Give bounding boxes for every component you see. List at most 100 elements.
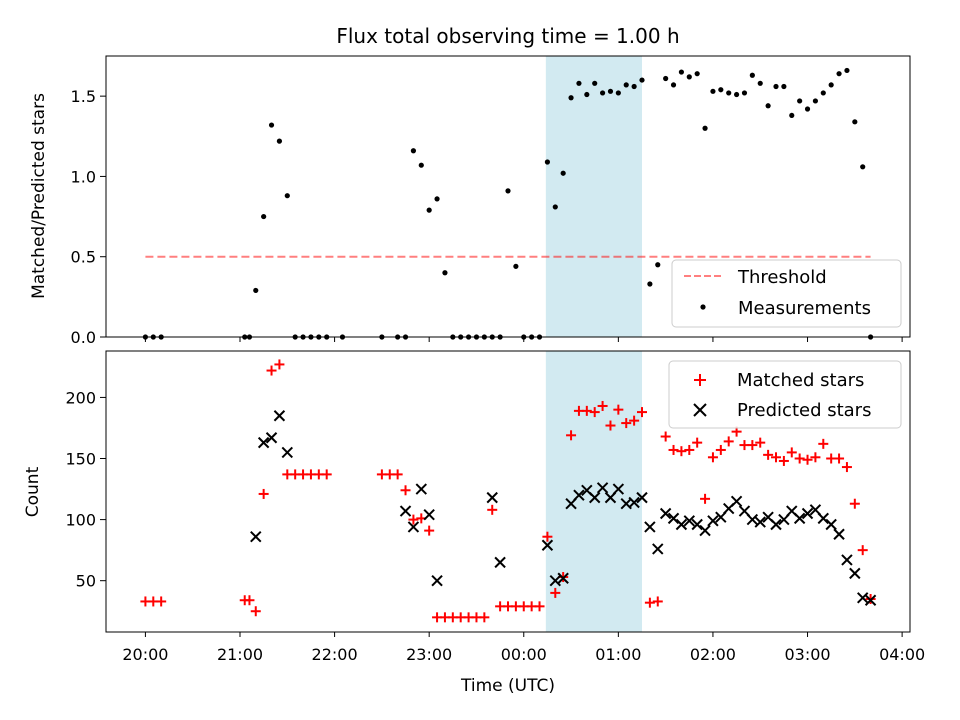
measurement-point: [828, 82, 834, 88]
x-tick-label: 04:00: [879, 645, 925, 664]
matched-point: [629, 415, 640, 426]
predicted-point: [407, 521, 420, 533]
top-legend-box: [671, 259, 902, 328]
matched-point: [786, 447, 797, 458]
bottom-highlight-span: [545, 351, 642, 632]
measurement-point: [513, 263, 519, 269]
top-highlight-span: [545, 56, 642, 337]
matched-point: [857, 545, 868, 556]
predicted-point: [399, 505, 412, 517]
matched-point: [841, 462, 852, 473]
measurement-point: [726, 90, 732, 96]
matched-point: [700, 493, 711, 504]
y-tick-label: 200: [65, 388, 96, 407]
measurement-point: [797, 98, 803, 104]
measurement-point: [663, 75, 669, 82]
matched-point: [707, 452, 718, 463]
bottom-legend: Matched stars Predicted stars: [668, 360, 902, 429]
predicted-point: [699, 524, 711, 537]
matched-point: [621, 418, 632, 429]
measurement-point: [410, 148, 417, 154]
measurement-point: [860, 164, 866, 170]
predicted-point: [841, 554, 853, 566]
predicted-points: [250, 410, 877, 606]
matched-point: [424, 525, 435, 536]
matched-point: [321, 469, 332, 480]
measurement-point: [812, 98, 819, 104]
measurement-point: [639, 77, 645, 83]
matched-point: [771, 452, 781, 463]
predicted-point: [612, 483, 625, 495]
predicted-point: [557, 572, 569, 584]
matched-point: [581, 405, 592, 416]
matched-point: [723, 436, 734, 447]
y-tick-label: 100: [65, 511, 96, 530]
measurement-point: [710, 88, 716, 94]
x-tick-label: 21:00: [217, 645, 263, 664]
measurement-point: [426, 207, 432, 213]
predicted-point: [746, 513, 759, 526]
matched-point: [244, 595, 255, 606]
measurement-point: [615, 90, 621, 96]
predicted-point: [793, 512, 806, 525]
matched-point: [644, 597, 655, 608]
measurement-point: [844, 67, 850, 74]
predicted-point: [588, 491, 601, 504]
matched-point: [660, 431, 671, 442]
predicted-point: [770, 518, 782, 531]
matched-point: [834, 453, 845, 464]
measurement-point: [592, 80, 598, 86]
x-tick-label: 20:00: [122, 645, 168, 664]
matched-point: [156, 596, 167, 607]
predicted-point: [652, 543, 664, 555]
predicted-point: [667, 512, 680, 525]
legend-matched-swatch: [694, 374, 706, 386]
predicted-point: [644, 521, 656, 533]
top-legend: Threshold Measurements: [671, 259, 902, 328]
matched-point: [613, 404, 624, 415]
matched-point: [487, 504, 498, 515]
predicted-point: [494, 556, 506, 569]
predicted-point: [257, 436, 270, 449]
matched-point: [250, 606, 261, 617]
measurement-point: [820, 90, 826, 96]
measurement-point: [678, 69, 685, 75]
matched-point: [810, 452, 821, 463]
x-tick-label: 00:00: [501, 645, 547, 664]
predicted-point: [431, 574, 443, 587]
measurement-point: [261, 213, 267, 220]
measurement-point: [741, 90, 748, 96]
measurement-point: [442, 270, 448, 276]
bottom-ticks: 50 100 150 200 20:00 21:00 22:00 23:00 00:00 01:0…: [65, 388, 925, 664]
bottom-ylabel: Count: [23, 466, 43, 517]
matched-point: [652, 596, 663, 607]
predicted-point: [250, 530, 262, 543]
predicted-point: [856, 592, 869, 604]
matched-point: [668, 444, 679, 455]
matched-point: [794, 453, 805, 464]
predicted-point: [636, 491, 648, 504]
measurement-point: [584, 91, 590, 98]
measurement-point: [284, 193, 290, 199]
matched-point: [479, 612, 490, 623]
measurement-point: [268, 122, 275, 128]
y-tick-label: 1.0: [71, 167, 96, 186]
predicted-point: [423, 509, 435, 521]
measurement-point: [623, 82, 629, 88]
predicted-point: [628, 496, 640, 509]
top-axes-frame: [105, 55, 911, 338]
predicted-point: [801, 507, 814, 520]
x-tick-label: 22:00: [312, 645, 358, 664]
matched-point: [715, 444, 726, 455]
matched-point: [802, 454, 813, 465]
matched-point: [534, 601, 545, 612]
x-tick-label: 01:00: [595, 645, 641, 664]
matched-point: [637, 407, 647, 418]
y-tick-label: 150: [65, 450, 96, 469]
y-tick-label: 50: [76, 572, 96, 591]
measurement-point: [836, 71, 842, 77]
matched-point: [818, 438, 829, 449]
predicted-point: [273, 410, 286, 422]
